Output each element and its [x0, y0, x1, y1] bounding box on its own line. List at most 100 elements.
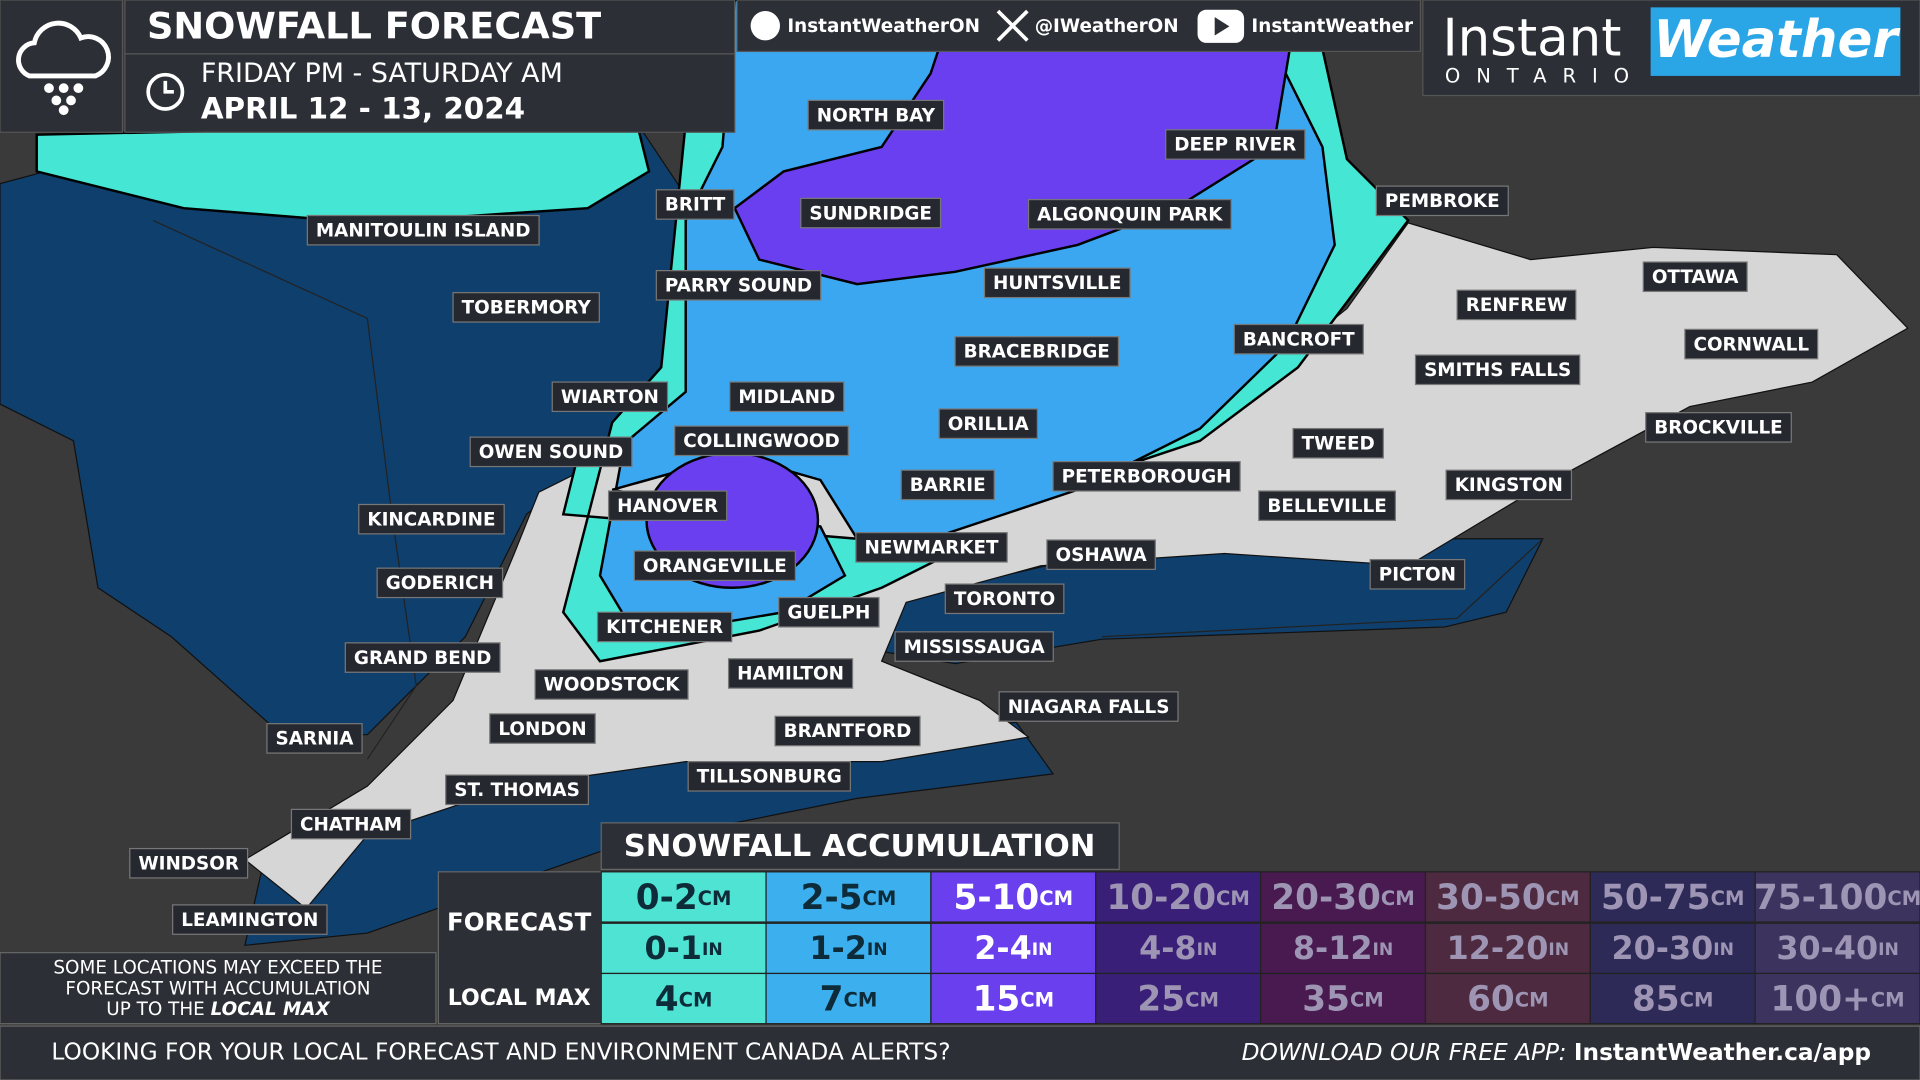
legend-unit: CM	[1871, 988, 1905, 1011]
legend-amount: 20-30	[1271, 877, 1381, 917]
legend-unit: CM	[698, 886, 732, 909]
legend-title-tab	[600, 822, 1120, 870]
city-box	[983, 267, 1131, 299]
legend-value: 0-2CM	[636, 877, 732, 917]
city-name: ORANGEVILLE	[643, 556, 787, 577]
city-box	[800, 197, 942, 229]
title-box	[124, 0, 736, 55]
city-label: DEEP RIVER	[1165, 129, 1306, 160]
legend-unit: IN	[702, 940, 723, 960]
legend-unit: CM	[1711, 886, 1745, 909]
city-name: PETERBOROUGH	[1062, 467, 1232, 488]
city-box	[358, 503, 505, 535]
city-label: KINCARDINE	[358, 503, 505, 535]
legend-amount: 4-8	[1139, 929, 1197, 967]
city-name: OTTAWA	[1652, 267, 1739, 288]
legend-cell	[1260, 871, 1427, 923]
legend-cell	[600, 871, 767, 923]
city-name: SMITHS FALLS	[1424, 360, 1571, 381]
city-labels: NORTH BAY DEEP RIVER BRITT SUNDRIDGE ALGONQU…	[129, 99, 1819, 935]
city-box	[633, 550, 796, 582]
legend-cell	[1754, 972, 1920, 1025]
city-label: ORANGEVILLE	[633, 550, 796, 582]
city-box	[938, 408, 1038, 439]
city-name: RENFREW	[1466, 295, 1568, 316]
legend-unit: IN	[867, 940, 888, 960]
city-name: BANCROFT	[1243, 329, 1355, 350]
logo-weather: Weather	[1653, 10, 1901, 70]
legend-unit: IN	[1548, 940, 1569, 960]
legend-unit: CM	[1680, 988, 1714, 1011]
city-label: HANOVER	[607, 490, 728, 522]
city-label: ORILLIA	[938, 408, 1038, 439]
city-name: DEEP RIVER	[1174, 135, 1296, 156]
city-name: NEWMARKET	[864, 538, 999, 559]
legend-value: 1-2IN	[809, 929, 887, 967]
footer-question: LOOKING FOR YOUR LOCAL FORECAST AND ENVI…	[51, 1039, 950, 1066]
legend-value: 75-100CM	[1754, 877, 1920, 917]
footer-url[interactable]: InstantWeather.ca/app	[1574, 1039, 1871, 1066]
dates: APRIL 12 - 13, 2024	[201, 92, 525, 126]
legend-value: 2-5CM	[801, 877, 897, 917]
city-box	[774, 715, 921, 747]
city-name: HANOVER	[617, 496, 718, 517]
city-box	[445, 774, 590, 806]
city-label: WIARTON	[551, 381, 669, 413]
legend-unit: CM	[843, 988, 877, 1011]
city-box	[129, 847, 249, 879]
legend-unit: CM	[1020, 988, 1054, 1011]
legend-cell	[930, 871, 1097, 923]
legend-cell	[1754, 871, 1920, 923]
city-box	[855, 532, 1008, 563]
legend-unit: IN	[1197, 940, 1218, 960]
city-name: MISSISSAUGA	[904, 637, 1046, 658]
city-box	[1645, 412, 1792, 443]
legend-value: 50-75CM	[1601, 877, 1744, 917]
period: FRIDAY PM - SATURDAY AM	[201, 58, 563, 89]
legend-value: 5-10CM	[954, 877, 1074, 917]
legend-cell	[1095, 871, 1262, 923]
legend-amount: 100+	[1771, 979, 1871, 1019]
youtube-play	[1214, 17, 1230, 36]
city-label: OTTAWA	[1642, 261, 1748, 293]
city-name: TWEED	[1302, 433, 1375, 454]
legend-cell	[1260, 972, 1427, 1025]
legend-cell	[1589, 871, 1756, 923]
city-label: BANCROFT	[1233, 323, 1364, 355]
legend-cell	[1589, 972, 1756, 1025]
city-box	[674, 425, 849, 457]
city-label: OWEN SOUND	[469, 436, 633, 468]
city-label: BRACEBRIDGE	[954, 336, 1120, 367]
local-max-label: LOCAL MAX	[448, 986, 591, 1011]
city-box	[1684, 328, 1819, 360]
x-icon	[996, 9, 1029, 42]
city-label: BROCKVILLE	[1645, 412, 1792, 443]
city-box	[1414, 354, 1581, 386]
legend-amount: 85	[1632, 979, 1680, 1019]
city-box	[469, 436, 633, 468]
city-name: TORONTO	[954, 589, 1055, 610]
city-label: PETERBOROUGH	[1052, 461, 1241, 492]
city-name: OSHAWA	[1056, 545, 1148, 566]
legend-unit: CM	[1887, 886, 1920, 909]
legend-amount: 35	[1302, 979, 1350, 1019]
city-box	[607, 490, 728, 522]
city-box	[534, 669, 689, 700]
city-box	[172, 904, 328, 935]
legend-cell	[1260, 922, 1427, 975]
city-box	[727, 658, 854, 689]
city-name: KITCHENER	[606, 617, 723, 638]
legend-value: 35CM	[1302, 979, 1384, 1019]
city-name: BRACEBRIDGE	[964, 342, 1110, 363]
city-box	[954, 336, 1120, 367]
city-label: BRITT	[655, 189, 735, 220]
note-line: UP TO THE LOCAL MAX	[106, 999, 330, 1020]
city-label: TWEED	[1292, 427, 1384, 459]
legend-unit: CM	[679, 988, 713, 1011]
city-name: ORILLIA	[948, 414, 1030, 435]
city-name: MIDLAND	[738, 387, 835, 408]
city-name: HAMILTON	[737, 664, 844, 685]
legend-unit: CM	[1350, 988, 1384, 1011]
city-box	[1369, 558, 1466, 590]
